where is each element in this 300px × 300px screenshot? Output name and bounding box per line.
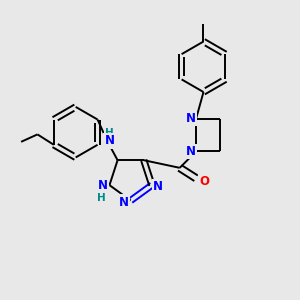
Text: N: N [186,145,196,158]
Text: N: N [186,112,196,125]
Text: N: N [153,180,163,193]
Text: O: O [200,175,209,188]
Text: N: N [105,134,115,147]
Text: N: N [119,196,129,208]
Text: H: H [97,193,106,202]
Text: N: N [98,178,108,192]
Text: H: H [105,128,114,138]
